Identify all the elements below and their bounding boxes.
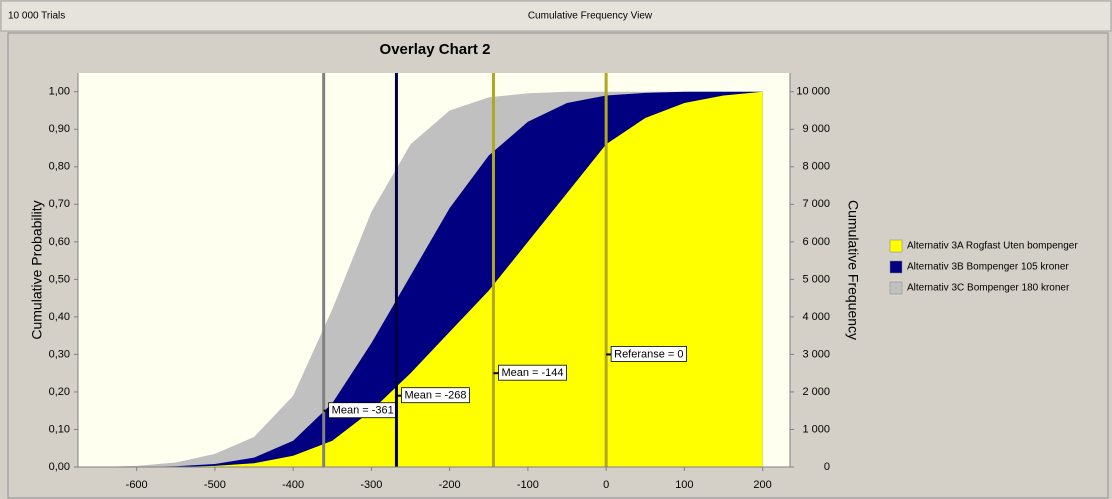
- x-tick-label: 200: [753, 479, 771, 491]
- annotation-label: Referanse = 0: [614, 348, 683, 360]
- legend-label: Alternativ 3C Bompenger 180 kroner: [907, 283, 1070, 294]
- y2-tick-label: 8 000: [802, 161, 830, 173]
- y-tick-label: 0,70: [49, 198, 70, 210]
- label-box: [401, 387, 470, 404]
- x-tick-label: -200: [439, 479, 461, 491]
- y-tick-label: 0,80: [49, 161, 70, 173]
- y2-tick-label: 10 000: [796, 86, 830, 98]
- y-tick-label: 0,60: [49, 236, 70, 248]
- x-tick-label: 100: [675, 479, 693, 491]
- y2-tick-label: 6 000: [802, 236, 830, 248]
- y2-tick-label: 7 000: [802, 198, 830, 210]
- y2-tick-label: 5 000: [802, 273, 830, 285]
- x-tick-label: -500: [204, 479, 226, 491]
- y2-tick-label: 9 000: [802, 123, 830, 135]
- legend-swatch: [889, 281, 903, 295]
- y-tick-label: 0,20: [49, 386, 70, 398]
- annotation-label: Mean = -268: [404, 390, 466, 402]
- legend-label: Alternativ 3B Bompenger 105 kroner: [907, 262, 1069, 273]
- y-tick-label: 0,30: [49, 348, 70, 360]
- chart-title: Overlay Chart 2: [380, 41, 491, 58]
- x-tick-label: 0: [603, 479, 609, 491]
- x-tick-label: -600: [126, 479, 148, 491]
- y-axis-label: Cumulative Probability: [29, 200, 45, 339]
- annotation-label: Mean = -361: [332, 405, 394, 417]
- trials: 10 000 Trials: [8, 11, 65, 22]
- y-tick-label: 0,10: [49, 423, 70, 435]
- annotation-label: Mean = -144: [501, 367, 563, 379]
- legend-label: Alternativ 3A Rogfast Uten bompenger: [907, 241, 1078, 252]
- y-tick-label: 0,90: [49, 123, 70, 135]
- legend-swatch: [889, 239, 903, 253]
- view-name: Cumulative Frequency View: [528, 11, 653, 22]
- y-tick-label: 0,50: [49, 273, 70, 285]
- y2-tick-label: 4 000: [802, 311, 830, 323]
- y-tick-label: 0,00: [49, 461, 70, 473]
- top-bar: [0, 0, 1112, 32]
- x-tick-label: -100: [517, 479, 539, 491]
- y2-tick-label: 2 000: [802, 386, 830, 398]
- x-tick-label: -300: [360, 479, 382, 491]
- y-tick-label: 0,40: [49, 311, 70, 323]
- y2-axis-label: Cumulative Frequency: [845, 200, 861, 340]
- y2-tick-label: 3 000: [802, 348, 830, 360]
- y-tick-label: 1,00: [49, 86, 70, 98]
- x-tick-label: -400: [282, 479, 304, 491]
- y2-tick-label: 1 000: [802, 423, 830, 435]
- label-box: [610, 346, 687, 362]
- y2-tick-label: 0: [824, 461, 830, 473]
- cumulative-area: [97, 91, 763, 467]
- label-box: [498, 364, 567, 381]
- legend-swatch: [889, 260, 903, 274]
